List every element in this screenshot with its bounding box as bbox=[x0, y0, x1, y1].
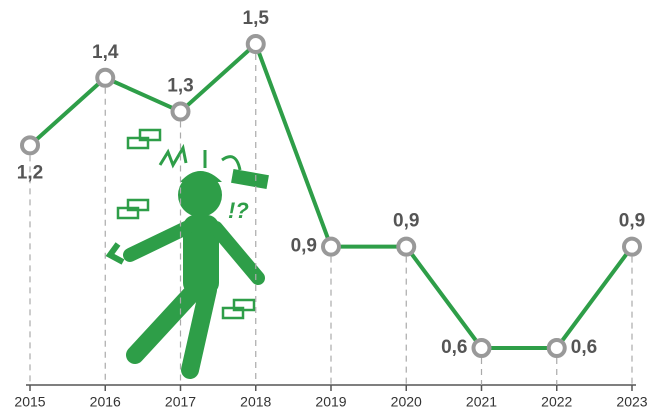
data-label: 0,6 bbox=[571, 337, 597, 358]
x-tick-label: 2016 bbox=[90, 394, 121, 410]
marker bbox=[95, 67, 116, 88]
worker-illustration: !? bbox=[105, 128, 269, 379]
data-label: 0,6 bbox=[441, 337, 467, 358]
data-label: 0,9 bbox=[619, 211, 645, 232]
x-tick-label: 2022 bbox=[541, 394, 572, 410]
svg-text:!?: !? bbox=[228, 198, 249, 223]
plot: 2015 2016 2017 2018 2019 2020 2021 2022 2023 1,2 1… bbox=[14, 8, 647, 410]
marker bbox=[245, 34, 266, 54]
x-tick-label: 2015 bbox=[14, 394, 45, 410]
x-tick-label: 2023 bbox=[616, 394, 647, 410]
x-tick-label: 2019 bbox=[315, 394, 346, 410]
x-tick-label: 2018 bbox=[240, 394, 271, 410]
marker bbox=[321, 236, 341, 257]
data-label: 0,9 bbox=[291, 236, 317, 257]
x-tick-label: 2017 bbox=[165, 394, 196, 410]
data-label: 0,9 bbox=[393, 211, 419, 232]
marker bbox=[622, 236, 642, 257]
marker bbox=[170, 101, 191, 122]
marker bbox=[20, 135, 40, 156]
marker bbox=[396, 236, 417, 257]
data-label: 1,3 bbox=[167, 76, 193, 97]
x-tick-label: 2020 bbox=[391, 394, 422, 410]
data-label: 1,5 bbox=[243, 8, 270, 29]
marker bbox=[471, 338, 492, 358]
marker bbox=[546, 338, 567, 358]
data-label: 1,2 bbox=[17, 162, 43, 183]
data-label: 1,4 bbox=[92, 42, 119, 63]
x-tick-label: 2021 bbox=[466, 394, 497, 410]
